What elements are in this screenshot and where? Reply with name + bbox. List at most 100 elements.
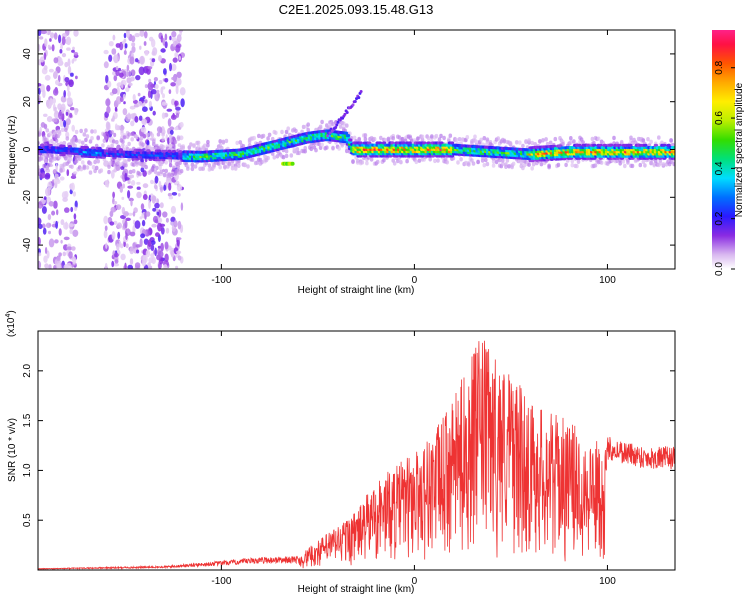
band-cell [422,141,427,145]
noise-blob [173,220,178,228]
noise-blob [171,63,177,71]
noise-blob [50,98,54,106]
band-halo-cell [122,135,127,140]
noise-blob [42,227,47,235]
noise-blob [167,118,172,127]
noise-blob [116,86,120,96]
noise-blob [142,194,148,200]
band-halo-cell [426,136,431,141]
noise-blob [127,190,131,199]
band-halo-cell [43,153,48,158]
band-halo-cell [88,170,93,175]
band-halo-cell [383,137,388,143]
noise-blob [128,82,133,86]
band-cell [672,146,675,150]
band-halo-cell [206,143,210,148]
band-halo-cell [355,158,360,164]
band-halo-cell [161,144,165,150]
band-halo-cell [99,168,104,173]
band-halo-cell [233,166,238,171]
streak-cell [345,111,349,114]
band-halo-cell [221,140,226,145]
noise-blob [120,165,125,170]
noise-blob [104,225,108,231]
band-cell [167,149,172,153]
noise-blob [180,202,184,211]
noise-blob [113,201,118,205]
snr-y-ticks: 0.5 1.0 1.5 2.0 [22,363,675,527]
band-halo-cell [110,143,114,148]
y-tick-label: 0 [22,146,33,152]
band-halo-cell [121,143,125,148]
noise-blob [70,182,75,191]
noise-blob [43,113,48,118]
noise-blob [164,253,169,263]
band-halo-cell [485,137,490,142]
band-halo-cell [292,147,297,152]
band-halo-cell [494,159,499,165]
noise-blob [136,186,141,190]
band-cell [61,144,66,148]
noise-blob [43,196,47,200]
noise-blob [109,221,115,226]
noise-blob [38,87,41,95]
colorbar-strip [712,30,735,269]
noise-blob [42,89,46,98]
band-halo-cell [161,132,165,137]
noise-blob [157,250,164,258]
band-halo-cell [618,161,622,166]
noise-blob [167,128,171,135]
band-halo-cell [465,135,470,140]
noise-blob [68,251,73,259]
noise-blob [134,244,141,248]
band-halo-cell [531,161,536,167]
noise-blob [131,35,136,43]
band-halo-cell [85,134,90,139]
noise-blob [151,58,156,63]
noise-blob [137,92,141,97]
x-tick-label: 0 [412,576,418,587]
noise-blob [175,44,181,53]
noise-blob [148,78,152,83]
noise-blob [57,103,62,111]
streak-cell [328,131,332,135]
noise-blob [140,233,146,239]
band-halo-cell [320,119,324,125]
band-halo-cell [153,169,158,174]
band-halo-cell [235,140,239,146]
noise-blob [72,191,77,197]
band-halo-cell [59,168,63,173]
noise-blob [156,211,160,216]
band-halo-cell [476,159,480,165]
noise-blob [60,219,65,226]
colorbar: 0.0 0.2 0.4 0.6 0.8 Normalized spectral ampl… [712,30,745,276]
noise-blob [71,49,75,53]
noise-blob [52,98,56,104]
band-halo-cell [74,138,79,143]
noise-blob [51,210,56,216]
snr-x-ticks: -100 0 100 [211,331,616,587]
streak-cell [357,96,361,100]
band-halo-cell [104,135,108,140]
band-halo-cell [272,155,277,160]
band-halo-cell [176,167,181,172]
band-cell [358,154,363,158]
band-halo-cell [630,163,635,169]
band-cell [439,141,444,145]
band-halo-cell [84,137,88,143]
noise-blob [167,137,170,145]
band-cell [91,146,96,150]
band-halo-cell [569,140,573,145]
noise-blob [41,206,47,214]
noise-blob [55,79,60,86]
noise-blob [169,35,172,41]
band-halo-cell [156,132,161,137]
noise-blob [166,108,173,112]
noise-blob [171,192,178,196]
noise-blob [60,45,63,50]
band-cell [118,148,124,152]
band-halo-cell [485,161,490,167]
noise-blob [174,52,179,58]
band-halo-cell [372,136,377,142]
noise-blob [68,223,75,227]
